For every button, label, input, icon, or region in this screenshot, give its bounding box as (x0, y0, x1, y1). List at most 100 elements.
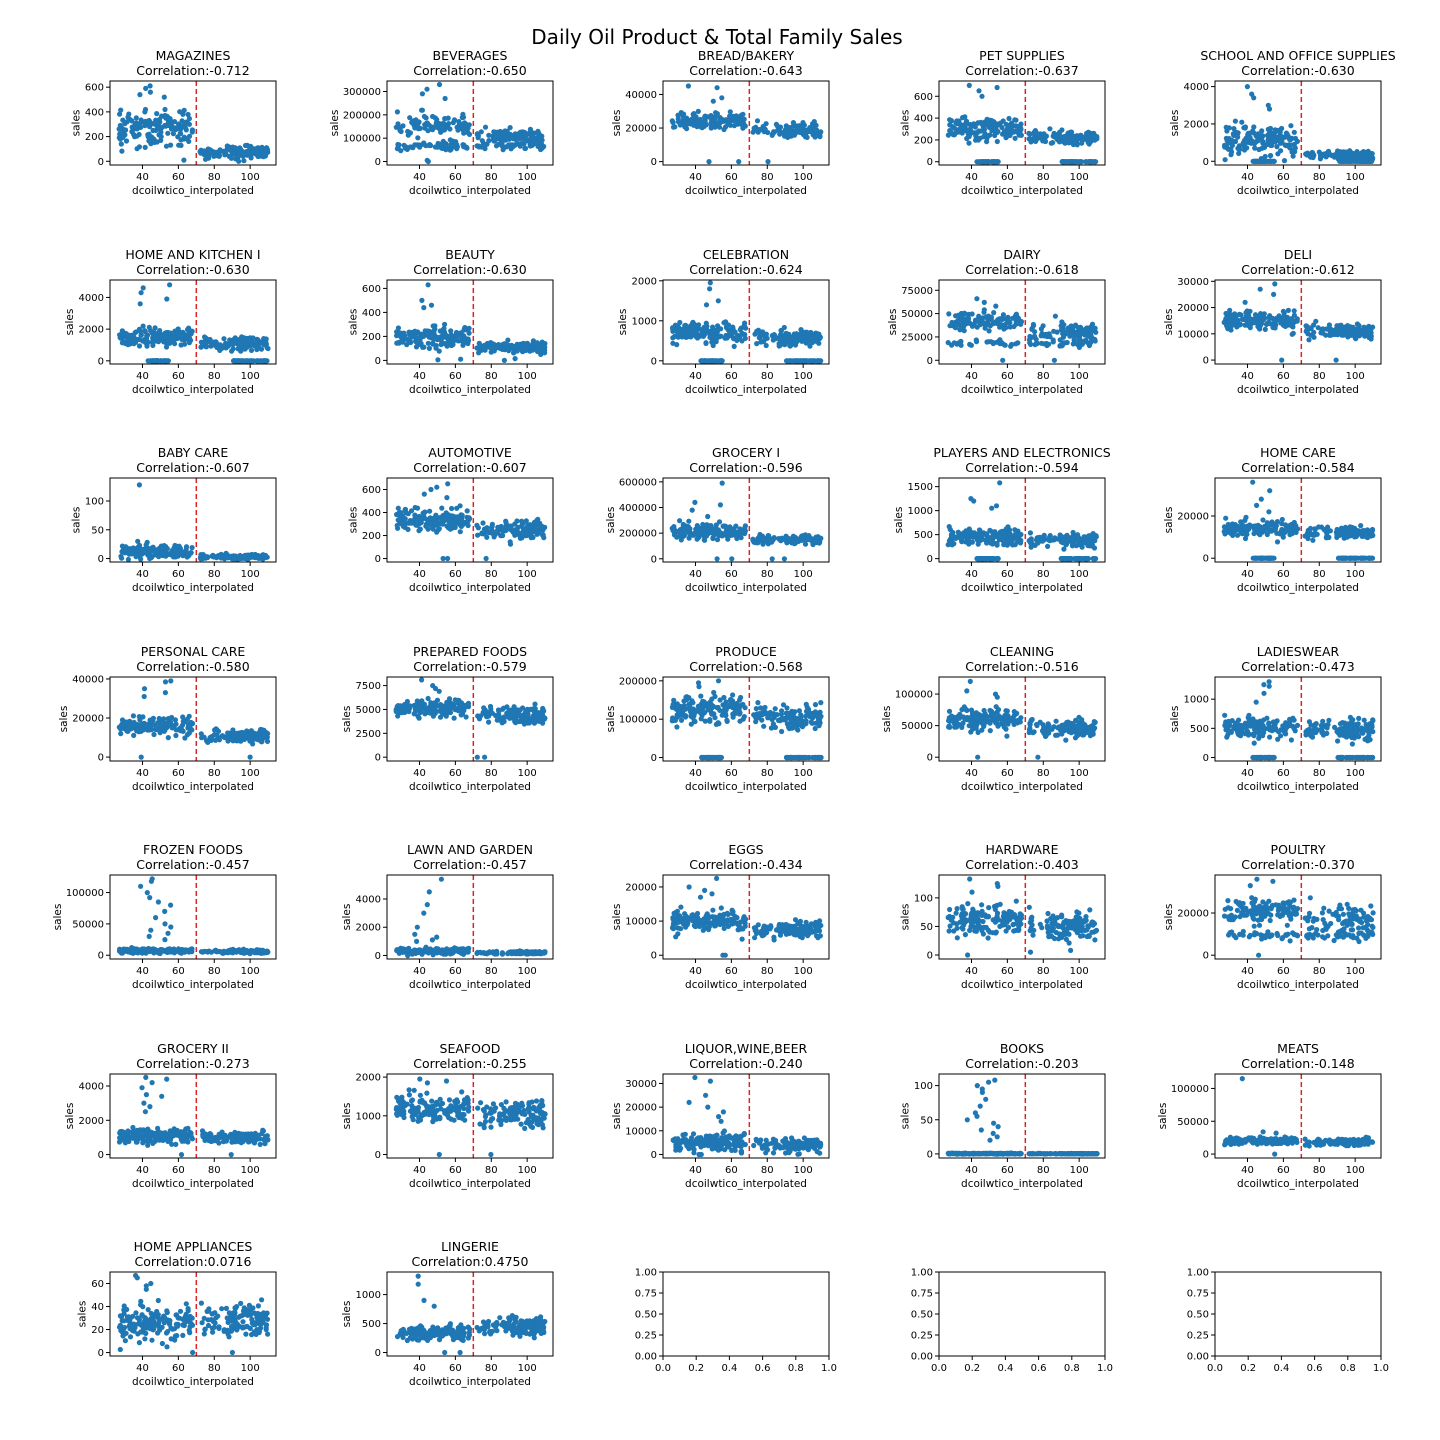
data-point (444, 523, 450, 529)
y-tick-label: 600 (85, 83, 104, 94)
data-point (158, 332, 165, 338)
data-point (1001, 326, 1007, 332)
data-point (519, 521, 525, 527)
data-point (716, 519, 723, 525)
data-point (677, 319, 683, 326)
data-point (680, 521, 686, 528)
data-point (479, 138, 485, 144)
data-point (1278, 148, 1284, 154)
data-point (1303, 323, 1309, 329)
data-point (1309, 153, 1315, 159)
data-point (1272, 281, 1278, 287)
subplot-title: MAGAZINES (156, 48, 231, 63)
data-point (678, 532, 684, 538)
data-point (1045, 543, 1051, 550)
data-point (1083, 130, 1090, 137)
data-point (1253, 314, 1259, 320)
data-point (162, 112, 168, 119)
data-point (123, 544, 129, 550)
data-point (138, 290, 144, 296)
data-point (1282, 522, 1288, 528)
data-point (207, 147, 213, 153)
data-point (1242, 140, 1248, 146)
subplot-correlation: Correlation:-0.637 (965, 63, 1078, 78)
data-point (765, 129, 771, 136)
y-tick-label: 400 (362, 508, 381, 519)
data-point (714, 537, 721, 543)
subplot-title: BEVERAGES (433, 48, 508, 63)
data-point (517, 143, 523, 149)
x-tick-label: 80 (208, 371, 221, 382)
data-point (1069, 543, 1076, 549)
y-tick-label: 200 (914, 135, 933, 146)
data-point (704, 522, 710, 528)
data-point (969, 323, 976, 329)
data-point (707, 280, 713, 286)
data-point (507, 539, 513, 545)
data-point (436, 334, 442, 340)
data-point (1236, 146, 1242, 152)
data-point (781, 333, 787, 339)
data-point (169, 337, 175, 343)
data-point (154, 119, 160, 125)
y-tick-label: 25000 (901, 332, 933, 343)
subplot-players-and-electronics: PLAYERS AND ELECTRONICSCorrelation:-0.59… (893, 445, 1111, 594)
x-axis-label: dcoilwtico_interpolated (409, 185, 531, 197)
data-point (421, 344, 427, 350)
data-point (765, 541, 771, 547)
data-point (515, 343, 521, 349)
data-point (947, 526, 953, 533)
data-point (1291, 129, 1297, 135)
data-point (482, 124, 489, 130)
data-point (1074, 556, 1081, 562)
axes-frame (938, 279, 1106, 365)
data-point (1304, 329, 1310, 335)
subplot-correlation: Correlation:-0.594 (965, 460, 1078, 475)
y-tick-label: 2000 (79, 325, 104, 336)
data-point (181, 157, 187, 163)
data-point (1307, 325, 1313, 331)
data-point (976, 88, 982, 94)
data-point (1238, 519, 1244, 525)
scatter-points (394, 481, 548, 562)
data-point (680, 328, 686, 334)
data-point (968, 529, 974, 535)
data-point (1017, 532, 1023, 538)
data-point (677, 122, 683, 128)
data-point (697, 119, 703, 125)
data-point (208, 343, 214, 349)
data-point (155, 339, 162, 345)
data-point (1273, 318, 1279, 324)
x-tick-label: 100 (518, 569, 537, 580)
data-point (458, 356, 464, 362)
data-point (1032, 342, 1038, 348)
data-point (1259, 128, 1265, 134)
y-tick-label: 0 (651, 157, 657, 168)
data-point (959, 124, 965, 130)
x-tick-label: 60 (172, 172, 185, 183)
x-axis-label: dcoilwtico_interpolated (961, 384, 1083, 396)
scatter-points (945, 480, 1099, 562)
data-point (185, 111, 191, 118)
data-point (688, 334, 694, 340)
data-point (708, 125, 714, 131)
data-point (161, 94, 167, 100)
data-point (682, 123, 688, 129)
data-point (237, 340, 243, 346)
data-point (727, 109, 733, 115)
data-point (1291, 308, 1297, 314)
y-tick-label: 20000 (625, 124, 657, 135)
scatter-points (1221, 281, 1376, 363)
x-tick-label: 80 (485, 371, 498, 382)
data-point (717, 117, 723, 123)
data-point (1000, 118, 1006, 124)
data-point (1012, 532, 1018, 538)
data-point (415, 135, 421, 141)
x-axis-label: dcoilwtico_interpolated (409, 384, 531, 396)
data-point (988, 314, 995, 320)
subplot-title: CELEBRATION (703, 247, 789, 262)
data-point (460, 342, 466, 348)
data-point (1320, 326, 1326, 332)
